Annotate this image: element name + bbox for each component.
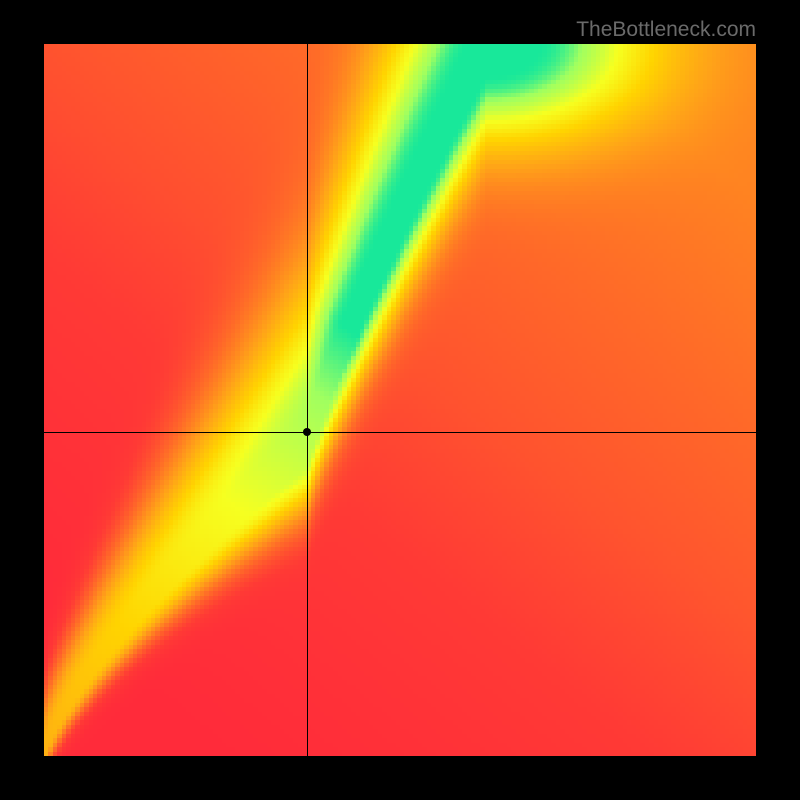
chart-container: TheBottleneck.com [0,0,800,800]
marker-dot [303,428,311,436]
crosshair-horizontal [44,432,756,433]
watermark-label: TheBottleneck.com [576,18,756,42]
heatmap-canvas [44,44,756,756]
crosshair-vertical [307,44,308,756]
plot-area [44,44,756,756]
